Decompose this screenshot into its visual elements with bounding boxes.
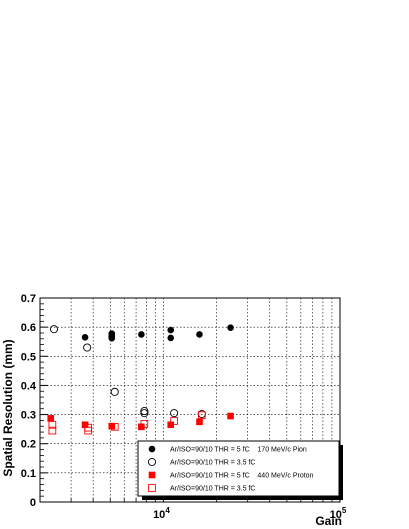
data-point [84, 426, 93, 435]
axes [39, 297, 341, 503]
y-tick-label: 0.7 [21, 293, 36, 305]
y-tick-label: 0.3 [21, 410, 36, 422]
x-axis-title: Gain [315, 514, 342, 528]
x-tick-label-base: 10 [330, 509, 342, 521]
legend-box [137, 440, 340, 497]
data-point [140, 409, 149, 418]
data-point [170, 409, 179, 418]
legend-marker [148, 471, 156, 479]
data-point [108, 334, 116, 342]
data-point [140, 407, 149, 416]
plot-frame [39, 297, 341, 503]
legend-label: Ar/ISO=90/10 THR = 5 fC 170 MeV/c Pion [170, 447, 307, 454]
y-tick-label: 0.6 [21, 322, 36, 334]
x-tick-label: 105 [330, 506, 347, 521]
x-tick-label-exponent: 5 [342, 506, 347, 515]
legend-marker [147, 457, 157, 467]
y-tick-label: 0.2 [21, 439, 36, 451]
y-tick-label: 0.1 [21, 468, 36, 480]
data-point [167, 326, 175, 334]
legend-label: Ar/ISO=90/10 THR = 5 fC 440 MeV/c Proton [170, 473, 314, 480]
data-point [197, 411, 206, 420]
legend: Ar/ISO=90/10 THR = 5 fC 170 MeV/c Pion Ar… [137, 440, 343, 500]
data-point [167, 334, 175, 342]
data-point [196, 331, 203, 338]
y-tick-label: 0.5 [21, 351, 36, 363]
legend-label: Ar/ISO=90/10 THR = 3.5 fC [170, 460, 255, 467]
legend-marker [148, 484, 156, 492]
data-point [196, 418, 203, 426]
data-point [81, 334, 89, 341]
x-tick-label-exponent: 4 [165, 506, 170, 515]
data-point [48, 426, 57, 435]
data-point [108, 422, 116, 430]
data-point [170, 417, 178, 425]
data-point [110, 387, 119, 396]
data-point [227, 412, 234, 420]
x-tick-label-base: 10 [153, 509, 165, 521]
x-tick-label: 104 [153, 506, 170, 521]
data-point [110, 422, 119, 431]
y-axis-title: Spatial Resolution (mm) [1, 339, 15, 476]
data-point [140, 420, 149, 428]
data-point [138, 331, 145, 338]
y-tick-label: 0.4 [21, 380, 37, 392]
legend-marker [148, 445, 156, 453]
data-point [83, 343, 92, 352]
data-markers [47, 324, 234, 435]
data-point [49, 325, 59, 334]
data-point [47, 415, 55, 422]
y-tick-label: 0 [30, 497, 36, 509]
data-point [227, 324, 234, 332]
data-point [48, 420, 57, 429]
legend-label: Ar/ISO=90/10 THR = 3.5 fC [170, 486, 255, 493]
grid-lines [40, 298, 340, 502]
